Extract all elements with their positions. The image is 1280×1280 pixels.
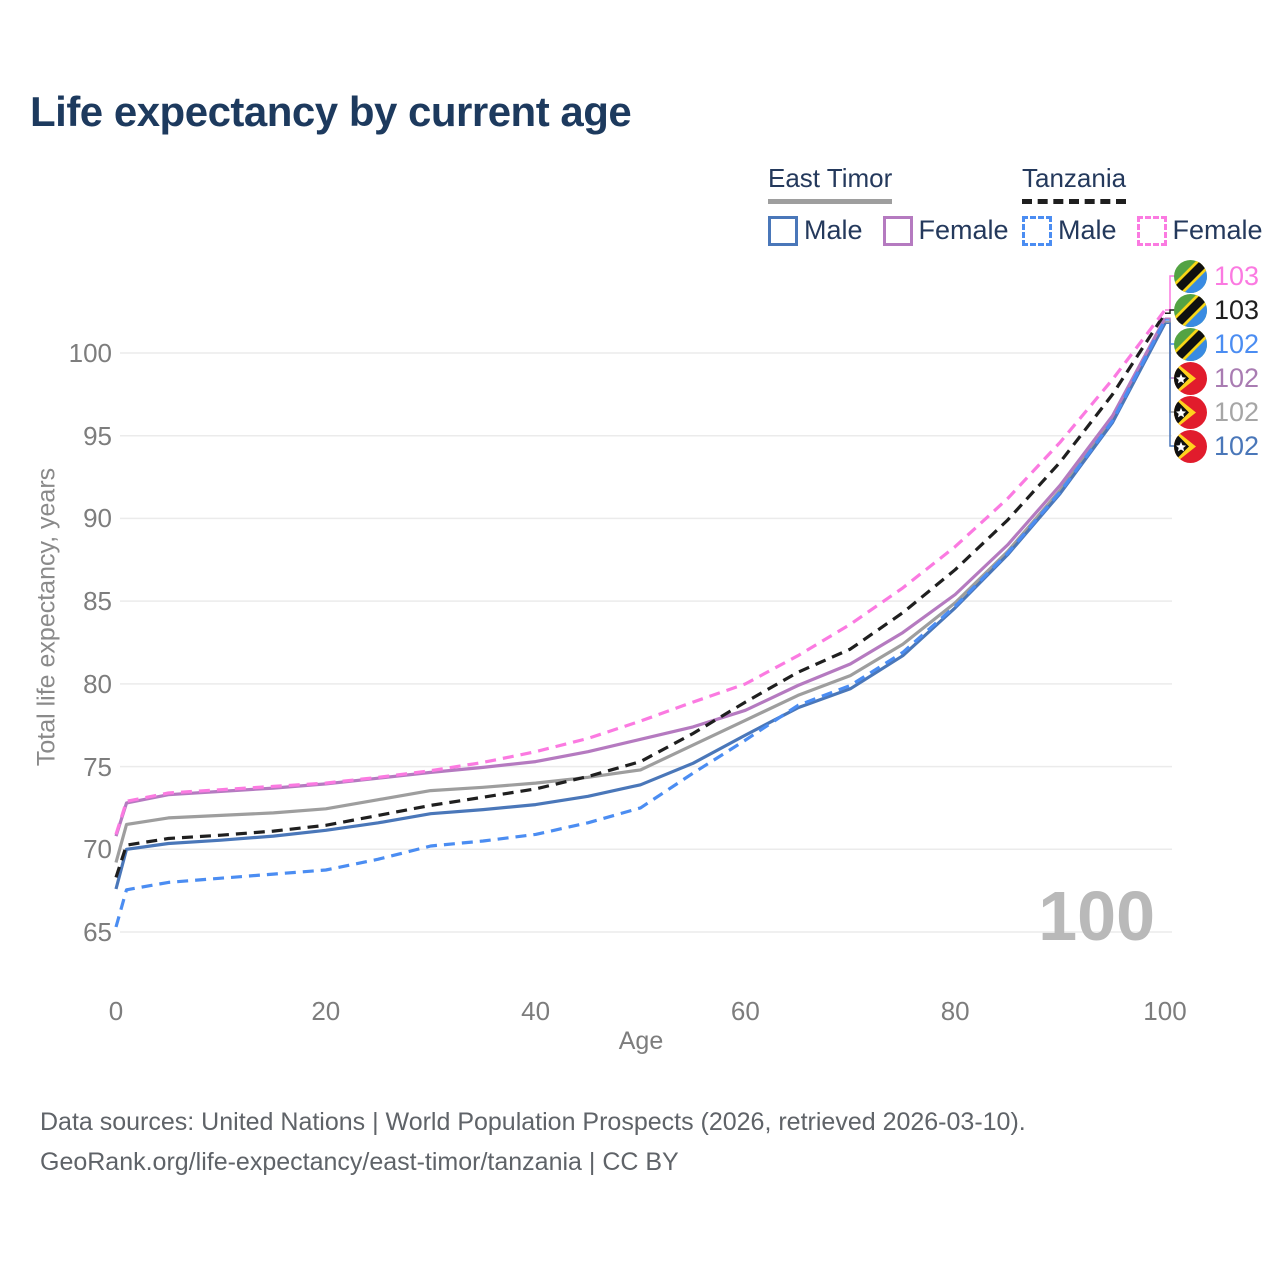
y-tick-85: 85	[83, 586, 112, 617]
legend-country-tanzania: Tanzania	[1022, 163, 1127, 204]
end-label-east-timor-male: 102	[1174, 429, 1259, 463]
legend-row-tanzania: Male Female	[1022, 215, 1280, 246]
east-timor-female-swatch-icon[interactable]	[882, 215, 913, 246]
x-tick-20: 20	[311, 996, 341, 1026]
end-label-value: 102	[1214, 363, 1260, 393]
y-tick-70: 70	[83, 834, 112, 865]
series-line-tanzania-male[interactable]	[114, 319, 1167, 928]
legend-group-east-timor: East Timor Male Female	[768, 163, 1029, 246]
y-tick-80: 80	[83, 668, 112, 699]
y-tick-95: 95	[83, 420, 112, 451]
y-tick-100: 100	[68, 338, 112, 368]
x-tick-0: 0	[108, 996, 124, 1026]
legend-label-tanzania-male[interactable]: Male	[1058, 215, 1117, 245]
attribution-text: GeoRank.org/life-expectancy/east-timor/t…	[40, 1148, 679, 1176]
end-label-value: 102	[1214, 397, 1260, 427]
end-label-value: 102	[1214, 431, 1260, 461]
x-tick-60: 60	[730, 996, 760, 1026]
page-title: Life expectancy by current age	[30, 88, 632, 135]
legend-label-east-timor-female[interactable]: Female	[918, 215, 1009, 245]
x-tick-40: 40	[521, 996, 551, 1026]
y-tick-65: 65	[83, 917, 112, 947]
y-tick-90: 90	[83, 503, 112, 534]
end-label-east-timor-both: 102	[1174, 395, 1259, 429]
tanzania-flag-icon	[1174, 293, 1207, 327]
east-timor-flag-icon	[1174, 395, 1207, 429]
end-label-tanzania-both: 103	[1174, 293, 1259, 327]
series-line-tanzania-female[interactable]	[114, 309, 1167, 835]
end-label-tanzania-female: 103	[1174, 259, 1259, 293]
x-tick-100: 100	[1143, 996, 1187, 1026]
tanzania-female-swatch-icon[interactable]	[1136, 215, 1167, 246]
east-timor-male-swatch-icon[interactable]	[768, 215, 798, 246]
east-timor-flag-icon	[1174, 361, 1207, 395]
end-label-tanzania-male: 102	[1174, 327, 1259, 361]
series-line-east-timor-both[interactable]	[114, 320, 1167, 863]
east-timor-flag-icon	[1174, 429, 1207, 463]
series-line-east-timor-female[interactable]	[114, 317, 1167, 837]
legend-label-east-timor-male[interactable]: Male	[804, 215, 863, 245]
series-line-tanzania-both[interactable]	[114, 312, 1167, 878]
tanzania-flag-icon	[1174, 327, 1207, 361]
legend-group-tanzania: Tanzania Male Female	[1022, 163, 1280, 246]
end-label-leader-east-timor-male	[1165, 322, 1175, 447]
end-label-leader-tanzania-female	[1165, 275, 1175, 311]
data-sources-text: Data sources: United Nations | World Pop…	[40, 1108, 1026, 1136]
x-axis-title: Age	[618, 1027, 664, 1055]
tanzania-flag-icon	[1174, 259, 1207, 293]
tanzania-male-swatch-icon[interactable]	[1022, 215, 1052, 246]
legend-row-east-timor: Male Female	[768, 215, 1029, 246]
legend-country-east-timor: East Timor	[768, 163, 893, 204]
x-tick-80: 80	[940, 996, 970, 1026]
end-label-value: 103	[1214, 295, 1260, 325]
legend-label-tanzania-female[interactable]: Female	[1172, 215, 1263, 245]
end-label-leader-tanzania-both	[1165, 309, 1175, 315]
end-label-value: 102	[1214, 329, 1260, 359]
end-label-east-timor-female: 102	[1174, 361, 1259, 395]
end-label-value: 103	[1214, 261, 1260, 291]
y-tick-75: 75	[83, 751, 112, 782]
hovered-age-watermark: 100	[1038, 877, 1155, 955]
series-line-east-timor-male[interactable]	[114, 322, 1167, 890]
